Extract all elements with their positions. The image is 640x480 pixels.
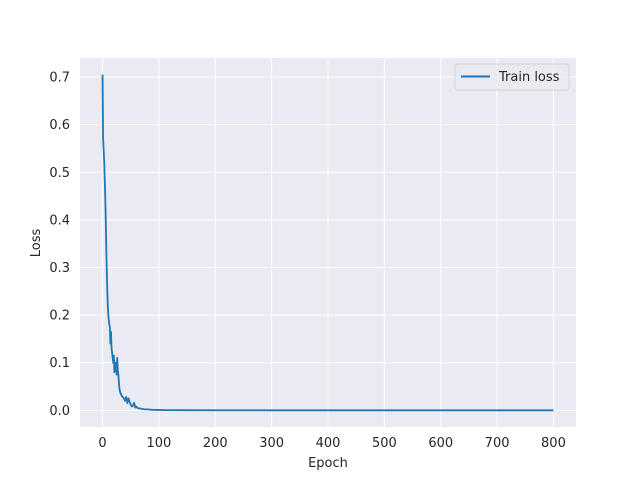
x-tick-label: 400 xyxy=(316,436,341,451)
y-tick-label: 0.2 xyxy=(49,309,70,324)
x-tick-label: 200 xyxy=(203,436,228,451)
x-tick-label: 500 xyxy=(372,436,397,451)
series-layer xyxy=(101,74,554,412)
y-tick-label: 0.3 xyxy=(49,261,70,276)
y-tick-label: 0.5 xyxy=(49,166,70,181)
y-tick-label: 0.1 xyxy=(49,356,70,371)
x-tick-label: 600 xyxy=(428,436,453,451)
x-axis-label: Epoch xyxy=(308,456,348,471)
x-tick-label: 700 xyxy=(485,436,510,451)
y-tick-label: 0.6 xyxy=(49,118,70,133)
x-tick-label: 300 xyxy=(259,436,284,451)
x-tick-label: 800 xyxy=(541,436,566,451)
x-tick-label: 100 xyxy=(146,436,171,451)
x-tick-label: 0 xyxy=(98,436,106,451)
legend: Train loss xyxy=(454,63,570,91)
y-tick-labels: 0.0 0.1 0.2 0.3 0.4 0.5 0.6 0.7 xyxy=(49,71,70,419)
y-tick-label: 0.0 xyxy=(49,404,70,419)
x-tick-labels: 0 100 200 300 400 500 600 700 800 xyxy=(98,436,565,451)
legend-label: Train loss xyxy=(498,70,560,85)
y-tick-label: 0.7 xyxy=(49,71,70,86)
legend-box xyxy=(454,63,570,91)
series-line-train-loss xyxy=(101,74,554,412)
y-tick-label: 0.4 xyxy=(49,213,70,228)
y-axis-label: Loss xyxy=(29,229,44,258)
